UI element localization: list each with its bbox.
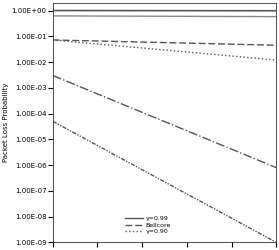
- Y-axis label: Packet Loss Probability: Packet Loss Probability: [3, 83, 9, 162]
- Legend: γ=0.99, Bellcore, γ=0.90: γ=0.99, Bellcore, γ=0.90: [123, 213, 173, 237]
